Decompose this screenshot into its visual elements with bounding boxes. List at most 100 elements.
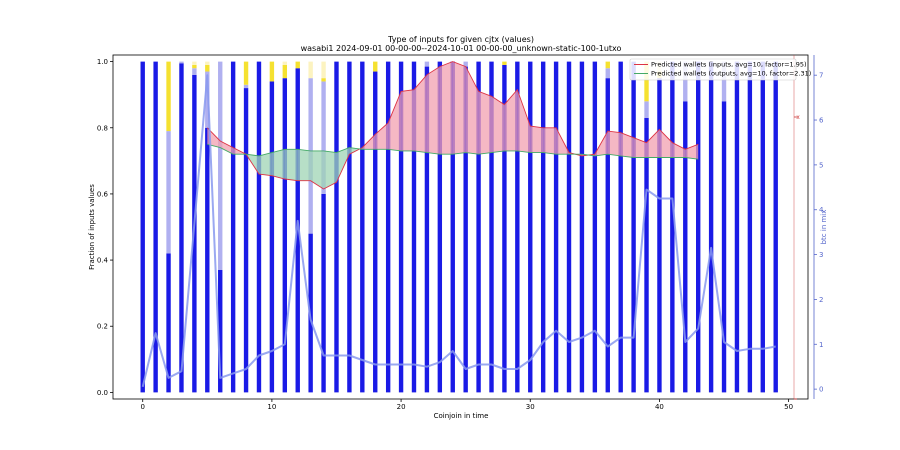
bar-fresh-32 [553,61,559,393]
bars [140,61,778,393]
prediction-fill-segment-40 [659,129,673,158]
y2-tick-label-7: 7 [819,72,823,80]
bar-friends-8 [243,61,249,85]
prediction-fill-segment-22 [426,66,440,155]
chart-title: Type of inputs for given cjtx (values) [387,35,534,44]
bar-friends-10 [269,61,275,82]
prediction-fill-segment-30 [530,126,544,153]
btc-in-mix-line [141,74,776,388]
bar-fresh-44 [708,61,714,393]
y-tick-label-0.6: 0.6 [97,190,109,198]
bar-fresh-31 [540,61,546,393]
y2-tick-label-1: 1 [819,341,823,349]
y2-tick-label-5: 5 [819,161,823,169]
bar-fresh-11 [282,78,288,393]
bar-fresh-48 [760,61,765,393]
legend-label-outputs: Predicted wallets (outputs, avg=10, fact… [651,70,811,78]
chart-subtitle: wasabi1 2024-09-01 00-00-00--2024-10-01 … [301,44,622,53]
bar-remix-42 [683,61,688,102]
bar-fresh-18 [373,71,378,393]
bar-other-4 [192,61,197,65]
bar-friends-39 [644,61,649,102]
bar-fresh-23 [437,61,443,393]
bar-friends-14 [321,78,326,82]
y2-tick-label-6: 6 [819,117,824,125]
y-tick-label-0.8: 0.8 [97,124,108,132]
x-axis-label: Coinjoin in time [434,412,489,420]
bar-fresh-22 [424,66,430,393]
bar-fresh-37 [618,61,623,393]
bar-fresh-21 [411,61,417,393]
bar-fresh-20 [398,61,404,393]
bar-remix-5 [205,71,210,128]
bar-fresh-5 [205,127,210,393]
prediction-fill-segment-41 [672,142,686,158]
y-tick-label-0.4: 0.4 [97,257,109,265]
bar-fresh-7 [230,61,236,393]
bar-fresh-40 [657,78,662,393]
prediction-fills [206,61,699,190]
prediction-fill-segment-15 [336,147,350,183]
bar-fresh-10 [269,81,275,393]
bar-remix-36 [605,68,610,79]
y-axis-label: Fraction of inputs values [88,184,96,270]
bar-fresh-47 [747,61,753,393]
prediction-fill-segment-27 [491,96,505,153]
y-tick-label-0: 0.0 [97,389,108,397]
bar-fresh-0 [140,61,145,393]
bar-remix-8 [243,84,249,89]
bar-friends-36 [605,61,610,69]
x-tick-label-0: 0 [140,403,144,411]
prediction-fill-segment-26 [478,91,492,155]
bar-fresh-14 [321,193,326,393]
bar-fresh-16 [347,61,352,393]
prediction-fill-segment-13 [310,150,324,189]
x-tick-label-20: 20 [397,403,406,411]
prediction-fill-segment-10 [271,149,285,179]
bar-friends-2 [166,61,171,132]
y2-tick-label-2: 2 [819,296,823,304]
series-line-inputs [206,61,699,190]
bar-friends-4 [192,64,197,69]
bar-other-11 [282,61,288,65]
bar-remix-45 [721,61,727,102]
bar-remix-3 [179,61,184,64]
bar-fresh-6 [218,270,223,393]
bar-fresh-30 [528,61,533,393]
y2-tick-label-3: 3 [819,251,823,259]
prediction-fill-segment-9 [259,152,272,176]
prediction-fill-segment-19 [388,91,402,151]
y2-tick-label-4: 4 [819,206,824,214]
bar-fresh-3 [179,63,184,393]
bar-other-14 [321,61,326,79]
prediction-fill-segment-12 [297,149,311,181]
prediction-fill-segment-29 [517,89,531,153]
legend: Predicted wallets (inputs, avg=10, facto… [629,58,811,81]
bar-friends-18 [373,61,378,72]
prediction-fill-segment-25 [465,66,479,155]
bar-fresh-28 [502,64,507,393]
axes: 0 10 20 30 40 50 0.0 0.2 0.4 0.6 0.8 1.0 0 1 2 3 4 5 6 7 [97,54,824,411]
bar-friends-28 [502,61,507,65]
y2-axis-label: btc in mix [820,210,828,245]
bar-remix-4 [192,68,197,75]
prediction-fill-segment-37 [620,132,634,158]
bar-fresh-25 [463,66,468,393]
bar-fresh-45 [721,101,727,393]
bar-fresh-34 [579,61,585,393]
bar-fresh-46 [734,61,740,393]
bar-fresh-17 [360,61,365,393]
bar-fresh-27 [489,61,494,393]
bar-remix-2 [166,131,171,254]
bar-fresh-26 [476,61,481,393]
bar-fresh-1 [153,61,158,393]
x-tick-label-40: 40 [655,403,664,411]
bar-fresh-9 [256,61,262,393]
bar-fresh-24 [450,61,455,393]
bar-other-5 [205,61,210,65]
prediction-fill-segment-42 [685,144,699,160]
bar-fresh-43 [695,61,701,393]
prediction-fill-segment-31 [543,127,557,155]
prediction-fill-segment-39 [646,129,660,158]
